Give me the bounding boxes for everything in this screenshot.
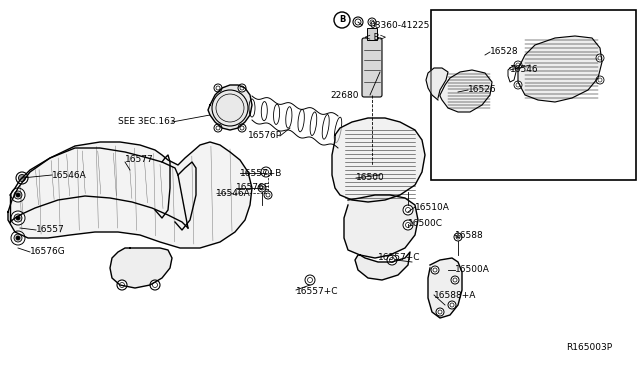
Text: B: B <box>339 16 345 25</box>
Text: 16500C: 16500C <box>408 219 443 228</box>
Polygon shape <box>355 252 410 280</box>
Polygon shape <box>8 142 252 248</box>
Circle shape <box>238 84 246 92</box>
Text: 16577: 16577 <box>125 155 154 164</box>
Circle shape <box>117 280 127 290</box>
Circle shape <box>387 255 397 265</box>
Text: 16576P: 16576P <box>248 131 282 141</box>
Text: R165003P: R165003P <box>566 343 612 353</box>
Text: 16557: 16557 <box>36 225 65 234</box>
Circle shape <box>451 276 459 284</box>
Circle shape <box>214 124 222 132</box>
Text: 16500: 16500 <box>356 173 385 183</box>
Polygon shape <box>426 68 448 100</box>
Text: 16510A: 16510A <box>415 202 450 212</box>
Text: 16557+B: 16557+B <box>240 169 282 177</box>
Circle shape <box>16 193 20 197</box>
Text: 16588: 16588 <box>455 231 484 240</box>
Circle shape <box>403 220 413 230</box>
Circle shape <box>14 234 22 242</box>
Text: 16588+A: 16588+A <box>434 291 476 299</box>
FancyBboxPatch shape <box>367 28 377 40</box>
Text: 08360-41225: 08360-41225 <box>369 20 429 29</box>
Circle shape <box>448 301 456 309</box>
Polygon shape <box>344 195 418 258</box>
Circle shape <box>261 167 271 177</box>
Polygon shape <box>208 85 252 130</box>
Text: 16557+C: 16557+C <box>378 253 420 263</box>
Circle shape <box>14 214 22 222</box>
Circle shape <box>431 266 439 274</box>
Circle shape <box>454 233 462 241</box>
Text: 22680: 22680 <box>330 90 358 99</box>
Polygon shape <box>440 70 492 112</box>
Polygon shape <box>110 248 172 288</box>
Circle shape <box>436 308 444 316</box>
Circle shape <box>514 81 522 89</box>
Text: 16576E: 16576E <box>236 183 270 192</box>
Text: 16557+C: 16557+C <box>296 288 339 296</box>
Circle shape <box>353 17 363 27</box>
Text: 16546A: 16546A <box>52 170 87 180</box>
Circle shape <box>368 18 376 26</box>
Polygon shape <box>428 258 462 318</box>
Text: SEE 3EC.163: SEE 3EC.163 <box>118 118 175 126</box>
Bar <box>431 10 636 180</box>
Circle shape <box>238 124 246 132</box>
FancyBboxPatch shape <box>362 38 382 97</box>
Circle shape <box>16 216 20 220</box>
Polygon shape <box>332 118 425 202</box>
Text: 16546: 16546 <box>510 65 539 74</box>
Circle shape <box>11 231 25 245</box>
Circle shape <box>514 61 522 69</box>
Text: 16526: 16526 <box>468 86 497 94</box>
Circle shape <box>403 205 413 215</box>
Circle shape <box>16 172 28 184</box>
Circle shape <box>11 211 25 225</box>
Polygon shape <box>518 36 602 102</box>
Circle shape <box>14 191 22 199</box>
Circle shape <box>150 280 160 290</box>
Text: 16576G: 16576G <box>30 247 66 257</box>
Circle shape <box>214 84 222 92</box>
Text: 16500A: 16500A <box>455 266 490 275</box>
Text: < B>: < B> <box>364 33 387 42</box>
Circle shape <box>19 174 26 182</box>
Text: 16546A: 16546A <box>216 189 251 198</box>
Circle shape <box>264 191 272 199</box>
Circle shape <box>258 184 266 192</box>
Circle shape <box>305 275 315 285</box>
Circle shape <box>11 188 25 202</box>
Circle shape <box>596 54 604 62</box>
Circle shape <box>596 76 604 84</box>
Text: 16528: 16528 <box>490 48 518 57</box>
Circle shape <box>16 236 20 240</box>
